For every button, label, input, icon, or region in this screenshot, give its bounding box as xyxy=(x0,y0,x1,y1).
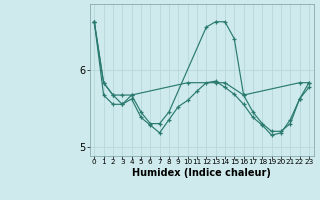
X-axis label: Humidex (Indice chaleur): Humidex (Indice chaleur) xyxy=(132,168,271,178)
